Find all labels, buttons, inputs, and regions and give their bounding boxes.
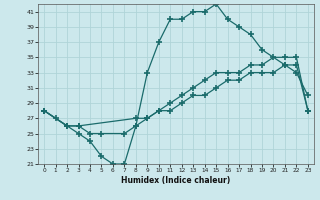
- X-axis label: Humidex (Indice chaleur): Humidex (Indice chaleur): [121, 176, 231, 185]
